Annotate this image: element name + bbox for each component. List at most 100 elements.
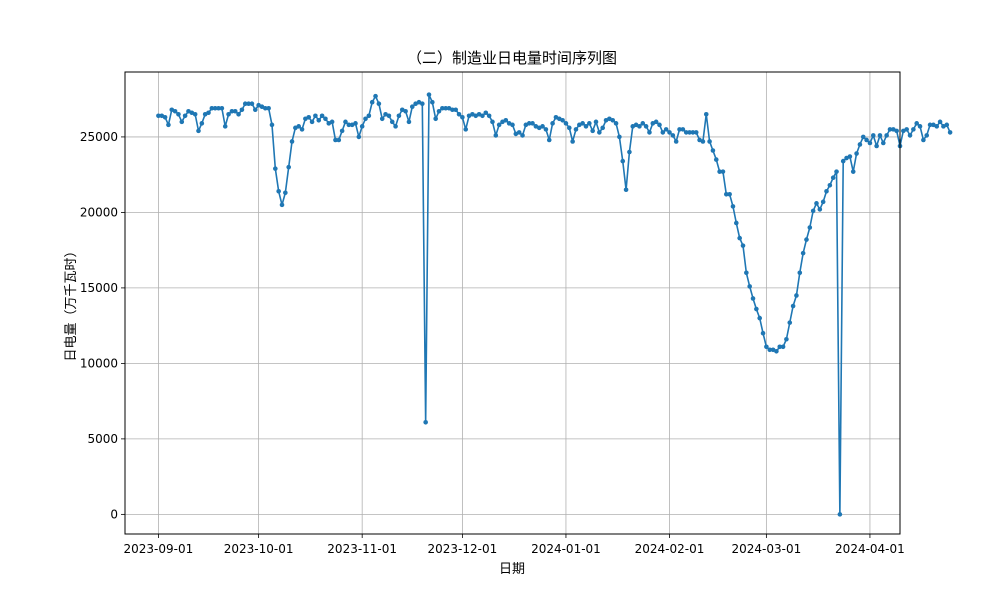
data-point bbox=[460, 114, 465, 120]
data-point bbox=[757, 315, 762, 321]
data-point bbox=[480, 113, 485, 119]
data-point bbox=[369, 99, 375, 105]
data-point bbox=[563, 121, 569, 126]
data-point bbox=[884, 133, 889, 138]
data-point bbox=[346, 122, 352, 128]
data-point bbox=[306, 114, 312, 120]
data-point bbox=[683, 130, 689, 135]
data-point bbox=[156, 113, 161, 119]
data-point bbox=[784, 336, 789, 342]
data-point bbox=[420, 101, 425, 107]
data-point bbox=[767, 347, 773, 353]
data-point bbox=[179, 119, 185, 125]
data-point bbox=[319, 113, 325, 119]
x-tick-label: 2023-09-01 bbox=[124, 542, 194, 556]
data-point bbox=[750, 296, 756, 301]
data-point bbox=[409, 104, 415, 110]
data-point bbox=[887, 127, 893, 132]
data-point bbox=[530, 121, 535, 126]
tick-layer: 2023-09-01 2023-10-01 2023-11-01 2023-12-01… bbox=[80, 130, 905, 556]
data-point bbox=[229, 108, 235, 114]
data-point bbox=[206, 110, 211, 116]
y-tick-label: 5000 bbox=[87, 432, 118, 446]
x-tick-label: 2024-03-01 bbox=[732, 542, 802, 556]
data-point bbox=[236, 111, 241, 117]
data-point bbox=[764, 344, 769, 350]
data-point bbox=[333, 137, 338, 143]
data-point bbox=[263, 105, 268, 111]
data-point bbox=[456, 111, 462, 117]
data-point bbox=[483, 110, 489, 116]
data-point bbox=[219, 105, 225, 111]
data-point bbox=[814, 201, 819, 206]
data-point bbox=[837, 512, 843, 517]
data-point bbox=[353, 121, 358, 126]
data-point bbox=[867, 140, 873, 146]
data-point bbox=[881, 140, 886, 146]
data-point bbox=[496, 122, 502, 128]
data-point bbox=[744, 270, 749, 276]
data-point bbox=[433, 116, 438, 122]
data-point bbox=[313, 113, 318, 119]
data-point bbox=[667, 130, 672, 135]
data-point bbox=[857, 142, 863, 147]
data-point bbox=[703, 111, 709, 117]
data-point bbox=[680, 127, 686, 132]
data-point bbox=[232, 108, 238, 114]
chart-title: （二）制造业日电量时间序列图 bbox=[407, 49, 617, 67]
data-point bbox=[516, 130, 522, 135]
data-point bbox=[663, 127, 669, 132]
data-point bbox=[526, 121, 532, 126]
data-point bbox=[376, 101, 382, 107]
data-point bbox=[794, 293, 799, 298]
data-point bbox=[393, 124, 398, 129]
data-point bbox=[356, 134, 362, 140]
data-point bbox=[299, 127, 305, 132]
data-point bbox=[503, 118, 509, 123]
data-point bbox=[363, 116, 368, 122]
data-point bbox=[820, 199, 826, 205]
data-point bbox=[934, 124, 940, 129]
data-point bbox=[860, 134, 866, 140]
data-point bbox=[406, 119, 412, 125]
data-point bbox=[283, 190, 288, 196]
data-point bbox=[316, 118, 322, 123]
data-point bbox=[597, 130, 602, 135]
data-point bbox=[510, 122, 515, 128]
data-point bbox=[570, 139, 575, 144]
data-point bbox=[366, 113, 372, 119]
data-point bbox=[426, 92, 432, 97]
grid-layer bbox=[125, 72, 900, 534]
data-point bbox=[279, 202, 285, 208]
data-point bbox=[172, 108, 178, 114]
data-point bbox=[710, 148, 716, 153]
data-point bbox=[617, 134, 622, 140]
data-point bbox=[373, 93, 378, 99]
data-point bbox=[911, 127, 916, 132]
data-point bbox=[443, 105, 448, 111]
x-tick-label: 2024-02-01 bbox=[635, 542, 705, 556]
data-point bbox=[196, 128, 201, 134]
data-point bbox=[693, 130, 699, 135]
y-tick-label: 10000 bbox=[80, 356, 118, 370]
x-tick-label: 2023-12-01 bbox=[428, 542, 498, 556]
data-point bbox=[430, 99, 435, 105]
data-point bbox=[850, 169, 856, 174]
data-point bbox=[359, 124, 365, 129]
data-point bbox=[840, 158, 846, 164]
data-point bbox=[947, 130, 953, 135]
data-point bbox=[640, 121, 646, 126]
y-tick-label: 15000 bbox=[80, 281, 118, 295]
data-point bbox=[647, 130, 652, 135]
data-point bbox=[436, 108, 442, 114]
data-point bbox=[493, 133, 499, 138]
data-point bbox=[613, 121, 619, 126]
data-point bbox=[339, 128, 345, 134]
data-point bbox=[560, 118, 565, 123]
data-point bbox=[917, 124, 923, 129]
data-point bbox=[593, 119, 599, 125]
data-point bbox=[944, 122, 950, 128]
data-point bbox=[924, 133, 930, 138]
